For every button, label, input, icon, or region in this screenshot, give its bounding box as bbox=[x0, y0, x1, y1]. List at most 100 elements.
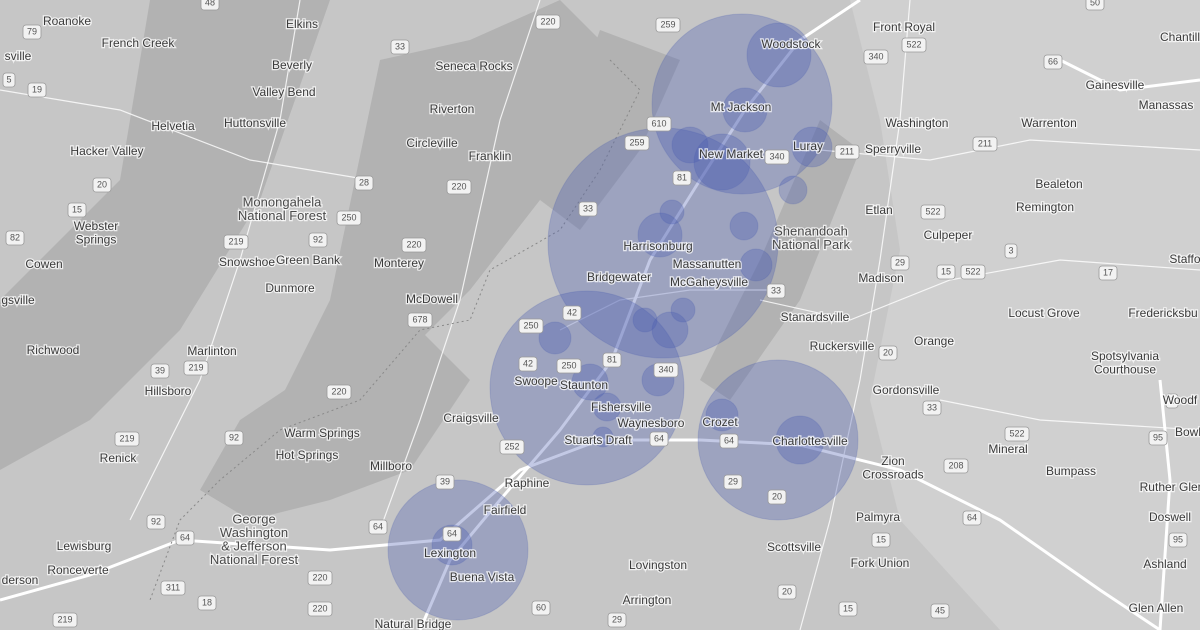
coverage-circle bbox=[729, 211, 759, 241]
route-shield bbox=[562, 305, 582, 321]
route-shield bbox=[223, 234, 249, 250]
place-label: Woodstock bbox=[761, 37, 821, 51]
place-label: sville bbox=[5, 49, 32, 63]
place-label: Fairfield bbox=[484, 503, 527, 517]
route-shield bbox=[407, 312, 433, 328]
route-number: 33 bbox=[583, 203, 593, 213]
place-label: Palmyra bbox=[856, 510, 900, 524]
route-shield bbox=[114, 431, 140, 447]
coverage-circle bbox=[671, 126, 709, 164]
place-label: Franklin bbox=[469, 149, 512, 163]
route-number: 3 bbox=[1008, 245, 1013, 255]
place-label: Sperryville bbox=[865, 142, 921, 156]
place-label: Warrenton bbox=[1021, 116, 1077, 130]
route-number: 259 bbox=[629, 137, 644, 147]
place-label: Raphine bbox=[505, 476, 550, 490]
route-number: 522 bbox=[925, 206, 940, 216]
coverage-circle bbox=[739, 248, 773, 282]
place-label: Cowen bbox=[25, 257, 62, 271]
route-number: 33 bbox=[395, 41, 405, 51]
coverage-circle bbox=[651, 311, 689, 349]
coverage-circle bbox=[746, 22, 812, 88]
coverage-circle bbox=[659, 199, 685, 225]
place-label: Ashland bbox=[1143, 557, 1186, 571]
place-label: Bridgewater bbox=[587, 270, 651, 284]
place-label: Richwood bbox=[27, 343, 80, 357]
route-shield bbox=[863, 49, 889, 65]
route-number: 81 bbox=[677, 172, 687, 182]
route-shield bbox=[1004, 243, 1018, 259]
coverage-circle bbox=[592, 426, 614, 448]
place-label: Mt Jackson bbox=[711, 100, 772, 114]
route-shield bbox=[719, 433, 739, 449]
place-label: Ruther Glen bbox=[1140, 480, 1200, 494]
route-number: 64 bbox=[967, 512, 977, 522]
route-number: 33 bbox=[771, 285, 781, 295]
place-label: Remington bbox=[1016, 200, 1074, 214]
place-label: George bbox=[232, 511, 275, 526]
place-label: Bowl bbox=[1175, 425, 1200, 439]
place-label: Glen Allen bbox=[1129, 601, 1184, 615]
route-shield bbox=[943, 458, 969, 474]
route-number: 610 bbox=[651, 118, 666, 128]
place-label: Doswell bbox=[1149, 510, 1191, 524]
route-number: 219 bbox=[119, 433, 134, 443]
route-number: 60 bbox=[536, 602, 546, 612]
route-shield bbox=[442, 526, 462, 542]
route-number: 66 bbox=[1048, 56, 1058, 66]
place-label: & Jefferson bbox=[221, 538, 287, 553]
route-number: 95 bbox=[1153, 432, 1163, 442]
place-label: Bumpass bbox=[1046, 464, 1096, 478]
route-shield bbox=[336, 210, 362, 226]
route-shield bbox=[1098, 265, 1118, 281]
place-label: Helvetia bbox=[151, 119, 195, 133]
place-label: Madison bbox=[858, 271, 903, 285]
place-label: Mineral bbox=[988, 442, 1027, 456]
place-label: Hot Springs bbox=[276, 448, 339, 462]
place-label: Front Royal bbox=[873, 20, 935, 34]
place-label: Washington bbox=[220, 525, 288, 540]
route-shield bbox=[878, 345, 898, 361]
route-number: 64 bbox=[373, 521, 383, 531]
route-number: 250 bbox=[561, 360, 576, 370]
route-shield bbox=[901, 37, 927, 53]
coverage-circle bbox=[571, 363, 609, 401]
route-number: 95 bbox=[1173, 534, 1183, 544]
route-shield bbox=[767, 489, 787, 505]
coverage-circle bbox=[791, 126, 833, 168]
route-shield bbox=[920, 204, 946, 220]
coverage-circle bbox=[387, 479, 529, 621]
place-label: Riverton bbox=[430, 102, 475, 116]
state-border bbox=[149, 59, 641, 601]
route-shield bbox=[1165, 393, 1179, 409]
place-label: Manassas bbox=[1139, 98, 1194, 112]
route-number: 311 bbox=[166, 582, 180, 592]
place-label: Green Bank bbox=[276, 253, 341, 267]
coverage-areas bbox=[387, 13, 859, 621]
route-shield bbox=[326, 384, 352, 400]
route-shield bbox=[22, 24, 42, 40]
place-label: Monongahela bbox=[243, 194, 323, 209]
route-shield bbox=[1148, 430, 1168, 446]
route-shield bbox=[518, 318, 544, 334]
place-label: Gordonsville bbox=[873, 383, 940, 397]
coverage-circle bbox=[632, 307, 658, 333]
place-label: Valley Bend bbox=[252, 85, 315, 99]
route-number: 522 bbox=[965, 266, 980, 276]
route-shield bbox=[653, 362, 679, 378]
route-number: 15 bbox=[843, 603, 853, 613]
route-shield bbox=[1043, 54, 1063, 70]
route-shield bbox=[531, 600, 551, 616]
route-number: 92 bbox=[313, 234, 323, 244]
route-shield bbox=[354, 175, 374, 191]
route-number: 522 bbox=[906, 39, 921, 49]
route-shield bbox=[183, 360, 209, 376]
place-label: Stuarts Draft bbox=[564, 433, 632, 447]
route-number: 82 bbox=[10, 232, 20, 242]
place-label: New Market bbox=[699, 147, 764, 161]
route-number: 678 bbox=[412, 314, 427, 324]
route-shield bbox=[27, 82, 47, 98]
place-label: Orange bbox=[914, 334, 954, 348]
coverage-circle bbox=[778, 175, 808, 205]
route-shield bbox=[777, 584, 797, 600]
